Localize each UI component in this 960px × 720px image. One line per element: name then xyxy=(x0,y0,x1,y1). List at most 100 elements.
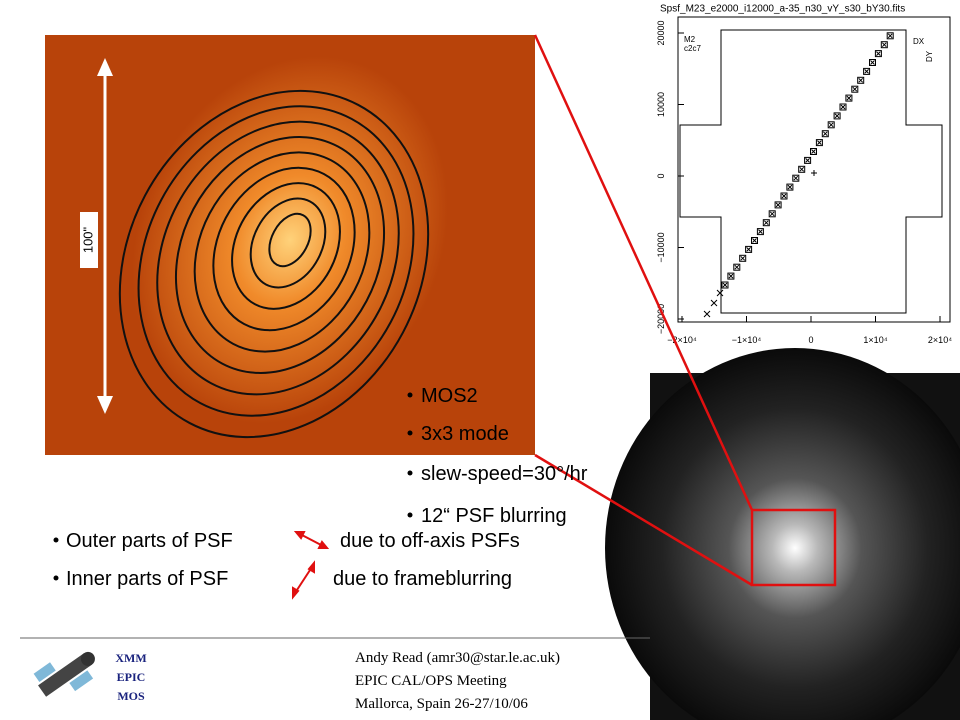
marker xyxy=(775,202,781,208)
x-tick-label: −1×10⁴ xyxy=(732,335,762,345)
marker xyxy=(762,219,770,227)
plot-title: Spsf_M23_e2000_i12000_a-35_n30_vY_s30_bY… xyxy=(660,4,905,15)
marker xyxy=(811,170,817,176)
x-tick-label: 1×10⁴ xyxy=(863,335,887,345)
marker xyxy=(874,50,882,58)
legend-label: DY xyxy=(925,50,934,62)
marker xyxy=(786,183,794,191)
marker xyxy=(828,122,834,128)
marker xyxy=(821,130,829,138)
marker xyxy=(833,112,841,120)
contour xyxy=(249,197,327,289)
marker xyxy=(851,85,859,93)
logo-text: EPIC xyxy=(117,670,146,684)
marker xyxy=(774,201,782,209)
marker xyxy=(810,148,817,155)
marker xyxy=(887,33,893,39)
info-list: MOS2 3x3 mode slew-speed=30°/hr 12“ PSF … xyxy=(407,385,588,527)
marker xyxy=(763,220,769,226)
y-tick-label: 0 xyxy=(656,173,666,178)
x-tick-label: 2×10⁴ xyxy=(928,335,952,345)
marker xyxy=(811,149,816,154)
marker xyxy=(780,192,788,200)
marker xyxy=(852,86,858,92)
marker xyxy=(756,228,764,236)
bullet-text: slew-speed=30°/hr xyxy=(421,463,588,485)
marker xyxy=(722,282,728,288)
x-tick-label: 0 xyxy=(808,335,813,345)
marker xyxy=(840,104,846,110)
marker xyxy=(793,175,799,181)
marker xyxy=(846,95,852,101)
marker xyxy=(787,184,793,190)
xray-image xyxy=(605,348,960,720)
marker xyxy=(792,174,800,182)
contour xyxy=(137,105,415,417)
connector xyxy=(534,453,753,587)
marker xyxy=(751,237,758,244)
marker xyxy=(734,264,740,270)
marker xyxy=(728,273,734,279)
marker xyxy=(739,254,747,262)
marker xyxy=(799,166,805,172)
footer-text: EPIC CAL/OPS Meeting xyxy=(355,673,507,689)
marker xyxy=(864,69,869,74)
note-right: due to off-axis PSFs xyxy=(340,530,520,552)
contour xyxy=(268,212,312,268)
marker xyxy=(870,60,875,65)
marker xyxy=(752,238,757,243)
marker xyxy=(716,289,724,297)
marker xyxy=(745,245,753,253)
contour xyxy=(193,151,371,353)
marker xyxy=(703,310,711,318)
panel-label: M2 xyxy=(684,35,696,44)
marker xyxy=(815,139,823,147)
marker xyxy=(733,263,741,271)
marker xyxy=(886,32,894,40)
contour xyxy=(156,120,400,396)
marker xyxy=(805,158,810,163)
marker xyxy=(721,281,729,289)
marker xyxy=(804,156,812,164)
contour xyxy=(118,89,430,439)
panel-label: c2c7 xyxy=(684,44,701,53)
marker xyxy=(834,113,840,119)
logo-text: XMM xyxy=(115,651,146,665)
y-tick-label: −10000 xyxy=(656,232,666,262)
marker xyxy=(858,77,864,83)
marker xyxy=(881,42,887,48)
marker xyxy=(876,51,881,56)
note-left: Inner parts of PSF xyxy=(66,568,228,590)
y-tick-label: 10000 xyxy=(656,92,666,117)
marker xyxy=(768,210,776,218)
marker xyxy=(798,165,806,173)
marker xyxy=(817,140,822,145)
psf-notes: Outer parts of PSF due to off-axis PSFs … xyxy=(53,530,520,600)
offset-plot: Spsf_M23_e2000_i12000_a-35_n30_vY_s30_bY… xyxy=(625,0,960,352)
marker xyxy=(769,211,775,217)
bullet-text: MOS2 xyxy=(421,385,478,407)
marker xyxy=(845,94,853,102)
marker xyxy=(839,103,847,111)
bullet-text: 3x3 mode xyxy=(421,423,509,445)
marker xyxy=(880,41,888,49)
logo: XMM EPIC MOS xyxy=(33,651,147,703)
note-left: Outer parts of PSF xyxy=(66,530,233,552)
marker xyxy=(781,193,787,199)
scale-label: 100" xyxy=(80,226,95,253)
logo-text: MOS xyxy=(117,689,145,703)
marker xyxy=(869,59,876,66)
marker xyxy=(827,121,835,129)
contour xyxy=(174,136,386,374)
marker xyxy=(727,272,735,280)
bullet-text: 12“ PSF blurring xyxy=(421,505,567,527)
marker xyxy=(822,131,828,137)
y-tick-label: 20000 xyxy=(656,20,666,45)
marker xyxy=(710,299,718,307)
marker xyxy=(863,67,871,75)
legend-label: DX xyxy=(913,37,925,46)
y-tick-label: −20000 xyxy=(656,304,666,334)
marker xyxy=(740,255,746,261)
marker xyxy=(746,247,751,252)
